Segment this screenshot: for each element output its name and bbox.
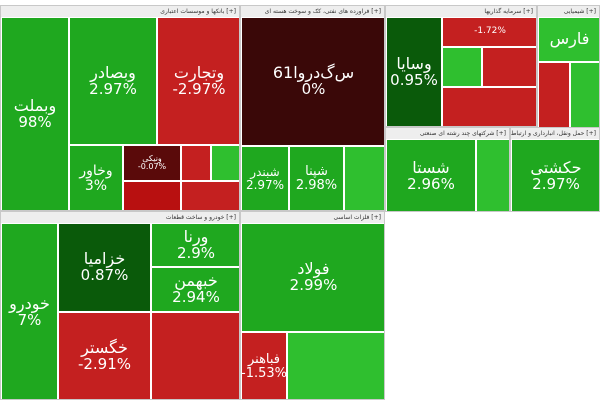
sector-1: [+] فراورده های نفتی، کک و سوخت هسته ای س… xyxy=(240,5,385,211)
change-percent: 7% xyxy=(17,310,42,329)
minor-tile[interactable] xyxy=(123,181,181,210)
minor-tile[interactable] xyxy=(442,87,536,126)
stock-tile[interactable]: خزامیا 0.87% xyxy=(58,223,151,312)
stock-symbol: وتجارت xyxy=(173,62,225,82)
stock-tile[interactable]: وتجارت -2.97% xyxy=(157,17,239,145)
stock-symbol: شبندر xyxy=(250,165,280,180)
stock-symbol: خگستر xyxy=(81,338,128,358)
stock-symbol: وبصادر xyxy=(90,62,136,82)
minor-tile[interactable] xyxy=(344,146,384,210)
change-percent: -2.97% xyxy=(172,79,226,98)
minor-tile[interactable] xyxy=(538,62,570,137)
stock-tile[interactable]: ونیکی -0.07% xyxy=(123,145,181,181)
stock-tile[interactable]: حکشتی 2.97% xyxy=(511,139,599,211)
sector-7: [+] فلزات اساسی فولاد 2.99% فباهنر -1.53% xyxy=(240,211,385,400)
stock-tile[interactable]: وسایا 0.95% xyxy=(386,17,442,126)
stock-symbol: وخاور xyxy=(79,162,113,179)
change-percent: -0.07% xyxy=(137,162,167,171)
stock-tile[interactable]: خگستر -2.91% xyxy=(58,312,151,399)
change-percent: -2.91% xyxy=(77,355,132,374)
change-percent: 2.98% xyxy=(295,178,338,193)
stock-symbol: شستا xyxy=(412,157,450,177)
stock-symbol: فباهنر xyxy=(247,351,281,367)
change-percent: 2.97% xyxy=(89,79,137,98)
stock-tile[interactable]: شپنا 2.98% xyxy=(289,146,344,210)
stock-tile[interactable]: فارس xyxy=(538,17,599,62)
stock-tile[interactable]: خبهمن 2.94% xyxy=(151,267,239,312)
stock-symbol: فولاد xyxy=(297,259,330,279)
change-percent: -1.72% xyxy=(474,26,506,37)
sector-6: [+] خودرو و ساخت قطعات خودرو 7% خزامیا 0.87%… xyxy=(0,211,240,400)
stock-symbol: خبهمن xyxy=(174,271,218,291)
minor-tile[interactable] xyxy=(482,47,536,87)
minor-tile[interactable] xyxy=(211,145,239,181)
minor-tile[interactable] xyxy=(570,62,599,137)
stock-tile[interactable]: شستا 2.96% xyxy=(386,139,476,211)
change-percent: 2.96% xyxy=(407,174,455,193)
stock-symbol: حکشتی xyxy=(530,157,582,177)
stock-tile[interactable]: -1.72% xyxy=(442,17,536,47)
stock-tile[interactable]: ورنا 2.9% xyxy=(151,223,239,267)
stock-symbol: فارس xyxy=(549,29,590,49)
stock-symbol: خزامیا xyxy=(83,249,126,269)
stock-tile[interactable]: فولاد 2.99% xyxy=(241,223,384,332)
minor-tile[interactable] xyxy=(151,312,239,399)
change-percent: 2.94% xyxy=(172,288,220,307)
minor-tile[interactable] xyxy=(181,145,211,181)
stock-symbol: شپنا xyxy=(305,164,328,180)
change-percent: 3% xyxy=(84,177,108,194)
stock-tile[interactable]: وبملت 98% xyxy=(1,17,69,210)
change-percent: -1.53% xyxy=(241,365,287,381)
stock-symbol: وسایا xyxy=(396,54,432,74)
change-percent: 0.95% xyxy=(390,71,438,90)
stock-tile[interactable]: فباهنر -1.53% xyxy=(241,332,287,399)
change-percent: 2.99% xyxy=(289,276,338,295)
minor-tile[interactable] xyxy=(442,47,482,87)
change-percent: 2.97% xyxy=(245,178,285,192)
stock-symbol: خودرو xyxy=(9,293,50,313)
change-percent: 98% xyxy=(18,113,52,132)
stock-symbol: ونیکی xyxy=(142,153,162,163)
sector-0: [+] بانکها و موسسات اعتباری وبملت 98% وبصاد… xyxy=(0,5,240,211)
minor-tile[interactable] xyxy=(476,139,509,211)
change-percent: 2.9% xyxy=(176,243,216,262)
change-percent: 0.87% xyxy=(80,266,129,285)
change-percent: 2.97% xyxy=(532,174,580,193)
stock-tile[interactable]: س‌گ‌دروا61 0% xyxy=(241,17,384,146)
change-percent: 0% xyxy=(301,80,326,99)
stock-tile[interactable]: وبصادر 2.97% xyxy=(69,17,157,145)
minor-tile[interactable] xyxy=(181,181,239,210)
sector-2: [+] سرمایه گذاریها وسایا 0.95% -1.72% xyxy=(385,5,537,127)
stock-tile[interactable]: شبندر 2.97% xyxy=(241,146,289,210)
minor-tile[interactable] xyxy=(287,332,384,399)
stock-symbol: وبملت xyxy=(13,96,57,116)
sector-5: [+] حمل ونقل، انبارداری و ارتباطات حکشتی 2… xyxy=(510,127,600,212)
stock-tile[interactable]: خودرو 7% xyxy=(1,223,58,399)
stock-symbol: س‌گ‌دروا61 xyxy=(272,63,355,83)
stock-tile[interactable]: وخاور 3% xyxy=(69,145,123,210)
sector-4: [+] شرکتهای چند رشته ای صنعتی شستا 2.96% xyxy=(385,127,510,212)
stock-symbol: ورنا xyxy=(183,226,209,246)
